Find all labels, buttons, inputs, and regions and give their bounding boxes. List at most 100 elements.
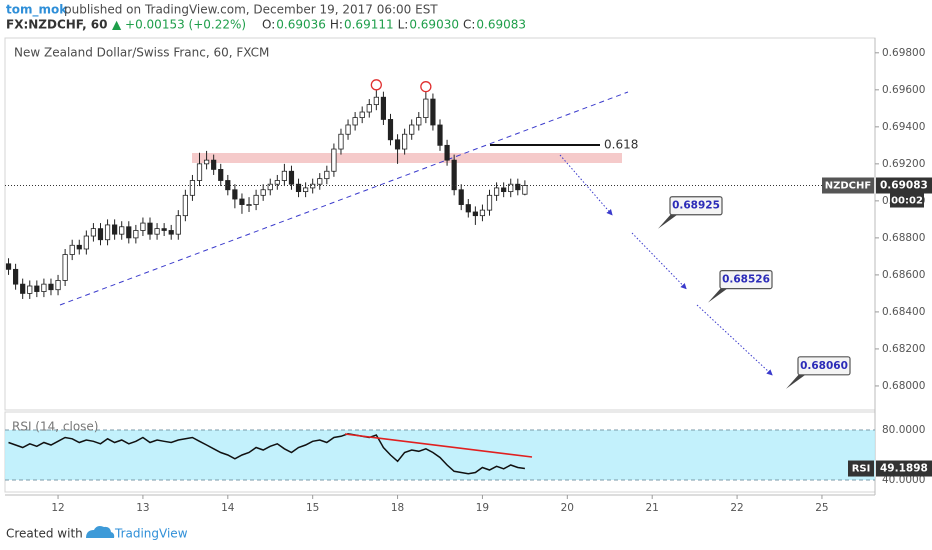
candle-body: [69, 244, 75, 255]
candle-body: [522, 185, 528, 195]
created-with: Created with: [6, 527, 83, 541]
candle-body: [430, 98, 436, 126]
candle-body: [62, 254, 68, 281]
candle-body: [20, 283, 26, 294]
rsi-tick-label: 80.0000: [882, 424, 925, 436]
rsi-band: [5, 430, 875, 480]
candle-body: [161, 228, 167, 231]
target-arrow: [559, 154, 613, 216]
candle-body: [196, 163, 203, 181]
candle-body: [373, 96, 379, 106]
target-label: 0.68060: [800, 360, 848, 372]
y-tick-label: 0.68600: [882, 269, 925, 281]
candle-body: [437, 124, 443, 146]
candle-body: [246, 204, 252, 206]
candle-body: [218, 169, 224, 181]
x-tick-label: 12: [51, 502, 64, 514]
x-tick-label: 20: [561, 502, 574, 514]
symbol-box: [822, 177, 874, 194]
candle-body: [501, 187, 507, 193]
candle-body: [112, 224, 118, 235]
x-tick-label: 14: [221, 502, 235, 514]
last-price-label: 0.69083: [880, 180, 928, 192]
target-box: [797, 356, 851, 376]
candle-body: [203, 159, 210, 165]
candle-body: [352, 117, 358, 126]
candle-body: [104, 224, 111, 241]
candle-body: [147, 222, 153, 235]
candle-body: [359, 111, 365, 118]
ohlc-key: C:: [463, 18, 475, 32]
symbol: FX:NZDCHF, 60: [6, 18, 108, 32]
candle-body: [310, 183, 316, 189]
ohlc-key: O:: [262, 18, 275, 32]
candle-body: [472, 211, 478, 217]
candle-body: [508, 183, 514, 193]
rsi-value-box: [876, 460, 932, 477]
rsi-value-label: 49.1898: [880, 463, 928, 475]
y-tick-label: 0.68200: [882, 343, 925, 355]
candle-body: [76, 244, 82, 250]
candle-body: [493, 187, 500, 196]
rsi-name-box: [848, 460, 874, 477]
y-tick-label: 0.69800: [882, 47, 925, 59]
x-tick-label: 21: [646, 502, 659, 514]
candle-body: [380, 96, 387, 120]
brand[interactable]: TradingView: [114, 527, 188, 541]
candle-body: [387, 119, 394, 141]
candle-body: [48, 283, 54, 291]
y-tick-label: 0.68000: [882, 380, 925, 392]
rsi-line: [8, 433, 526, 475]
candle-body: [458, 189, 464, 205]
target-arrow: [631, 232, 687, 290]
candle-body: [288, 170, 295, 185]
ohlc-key: L:: [398, 18, 409, 32]
tradingview-logo: [86, 526, 115, 538]
x-tick-label: 18: [391, 502, 404, 514]
candle-body: [34, 285, 40, 292]
target-arrow: [696, 304, 773, 376]
candle-body: [239, 198, 245, 205]
x-tick-label: 13: [136, 502, 149, 514]
y-tick-label: 0.69200: [882, 158, 925, 170]
candle-body: [366, 104, 372, 113]
candle-body: [465, 204, 471, 213]
candle-body: [479, 209, 486, 217]
candle-body: [303, 187, 309, 193]
candle-body: [267, 183, 273, 191]
ohlc-value: 0.69083: [476, 18, 526, 32]
rsi-tick-label: 40.0000: [882, 474, 925, 486]
x-tick-label: 22: [730, 502, 743, 514]
candle-body: [451, 159, 457, 191]
candle-body: [27, 285, 33, 294]
rsi-band-group: [5, 429, 875, 481]
change: ▲ +0.00153 (+0.22%): [112, 18, 246, 32]
resistance-zone: [192, 153, 622, 163]
target-box: [669, 196, 723, 216]
candle-body: [260, 189, 266, 196]
candle-body: [345, 124, 351, 135]
candle-body: [13, 268, 19, 285]
y-tick-label: 0.68400: [882, 306, 925, 318]
top-marker: [420, 81, 432, 93]
target-label: 0.68925: [672, 200, 720, 212]
candle-body: [295, 183, 302, 193]
chart-title: New Zealand Dollar/Swiss Franc, 60, FXCM: [14, 46, 269, 60]
x-tick-label: 25: [815, 502, 828, 514]
candle-body: [97, 228, 104, 241]
candle-body: [274, 180, 280, 185]
candle-body: [253, 194, 259, 205]
candle-body: [338, 133, 344, 150]
candle-body: [168, 230, 174, 235]
fib-label: 0.618: [604, 138, 638, 152]
candle-body: [416, 117, 422, 126]
candle-body: [119, 226, 125, 235]
author[interactable]: tom_mok: [6, 3, 68, 18]
y-tick-label: 0.68800: [882, 232, 925, 244]
candle-body: [83, 235, 89, 250]
ohlc-value: 0.69111: [344, 18, 394, 32]
candle-body: [281, 170, 287, 181]
candle-body: [5, 263, 12, 270]
candle-body: [55, 280, 61, 291]
